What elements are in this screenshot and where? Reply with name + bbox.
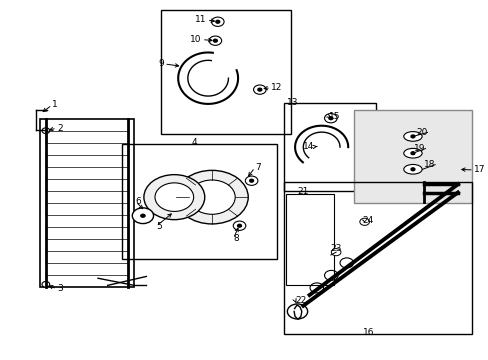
- Circle shape: [175, 170, 248, 224]
- Text: 22: 22: [294, 296, 305, 305]
- Circle shape: [339, 258, 353, 268]
- Circle shape: [209, 36, 221, 45]
- Circle shape: [331, 249, 340, 256]
- Text: 2: 2: [57, 124, 62, 133]
- Text: 13: 13: [287, 98, 298, 107]
- Ellipse shape: [403, 132, 421, 141]
- Circle shape: [359, 218, 369, 225]
- Circle shape: [410, 168, 414, 171]
- Text: 21: 21: [297, 187, 308, 196]
- Circle shape: [309, 283, 323, 293]
- Circle shape: [257, 88, 261, 91]
- Circle shape: [188, 180, 235, 214]
- Text: 23: 23: [330, 244, 342, 253]
- Circle shape: [132, 208, 153, 224]
- Text: 5: 5: [156, 222, 162, 231]
- Circle shape: [249, 179, 253, 182]
- Bar: [40, 119, 134, 287]
- Circle shape: [155, 183, 193, 211]
- Circle shape: [42, 282, 50, 287]
- Circle shape: [253, 85, 265, 94]
- Circle shape: [215, 20, 219, 23]
- Bar: [286, 194, 333, 285]
- Circle shape: [143, 175, 204, 220]
- Text: 18: 18: [423, 160, 434, 169]
- Text: 3: 3: [57, 284, 62, 293]
- Circle shape: [42, 128, 50, 134]
- Ellipse shape: [403, 148, 421, 158]
- Circle shape: [410, 135, 414, 138]
- Text: 10: 10: [190, 35, 202, 44]
- Circle shape: [287, 304, 307, 319]
- Circle shape: [328, 117, 332, 120]
- Circle shape: [140, 214, 145, 217]
- Bar: [284, 182, 471, 334]
- Text: 9: 9: [158, 59, 164, 68]
- Circle shape: [211, 17, 224, 26]
- Bar: [353, 111, 471, 203]
- Text: 16: 16: [362, 328, 373, 337]
- Ellipse shape: [403, 165, 421, 174]
- Text: 1: 1: [52, 100, 58, 109]
- Text: 17: 17: [473, 166, 484, 175]
- Bar: [284, 103, 375, 191]
- Text: 6: 6: [135, 197, 141, 206]
- Bar: [161, 10, 291, 134]
- Text: 15: 15: [328, 112, 340, 121]
- Circle shape: [237, 224, 241, 227]
- Text: 4: 4: [191, 138, 197, 147]
- Circle shape: [213, 39, 217, 42]
- Text: 12: 12: [270, 83, 282, 92]
- Circle shape: [324, 113, 336, 123]
- Circle shape: [233, 221, 245, 230]
- Text: 14: 14: [303, 142, 314, 151]
- Text: 19: 19: [413, 144, 425, 153]
- Text: 7: 7: [254, 163, 260, 172]
- Text: 11: 11: [195, 15, 206, 24]
- Text: 8: 8: [233, 234, 239, 243]
- Text: 20: 20: [415, 128, 427, 137]
- Bar: [122, 144, 276, 258]
- Circle shape: [324, 270, 337, 280]
- Circle shape: [410, 152, 414, 155]
- Text: 24: 24: [362, 216, 373, 225]
- Circle shape: [245, 176, 257, 185]
